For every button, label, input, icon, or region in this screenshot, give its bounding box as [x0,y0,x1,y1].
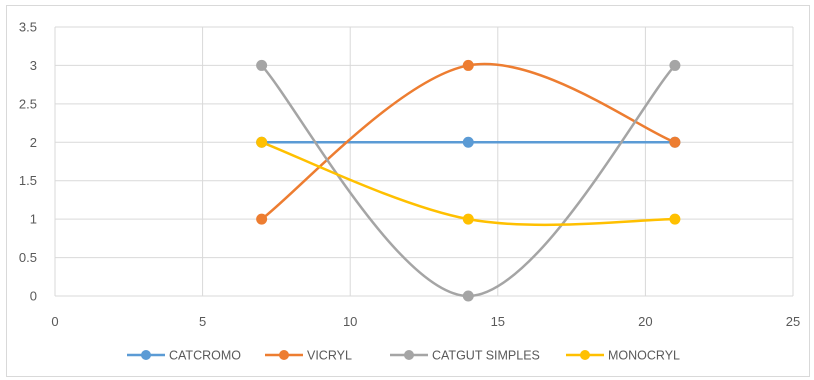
y-tick-label: 3 [30,58,37,73]
legend: CATCROMO VICRYL CATGUT SIMPLES MONOCRYL [127,349,680,363]
series-lines [260,62,677,298]
y-tick-label: 0.5 [19,250,37,265]
x-axis-ticks: 0 5 10 15 20 25 [51,314,800,329]
x-tick-label: 10 [343,314,357,329]
legend-marker-vicryl [279,350,289,360]
legend-marker-catcromo [141,350,151,360]
y-tick-label: 3.5 [19,20,37,35]
legend-marker-catgut-simples [404,350,414,360]
x-tick-label: 0 [51,314,58,329]
data-point-monocryl [669,213,681,225]
data-point-monocryl [462,213,474,225]
data-point-vicryl [669,136,681,148]
y-tick-label: 2.5 [19,96,37,111]
x-tick-label: 20 [638,314,652,329]
y-tick-label: 1 [30,212,37,227]
x-tick-label: 15 [491,314,505,329]
data-point-catgut-simples [256,59,268,71]
data-point-vicryl [256,213,268,225]
x-tick-label: 25 [786,314,800,329]
legend-label-catgut-simples: CATGUT SIMPLES [432,349,540,363]
data-point-catcromo [462,136,474,148]
y-axis-ticks: 0 0.5 1 1.5 2 2.5 3 3.5 [19,20,37,304]
legend-label-vicryl: VICRYL [307,349,352,363]
legend-label-monocryl: MONOCRYL [608,349,680,363]
data-point-vicryl [462,59,474,71]
y-tick-label: 0 [30,289,37,304]
data-point-catgut-simples [462,290,474,302]
gridlines [54,26,794,297]
y-tick-label: 1.5 [19,173,37,188]
data-point-monocryl [256,136,268,148]
series-markers [256,59,681,302]
data-point-catgut-simples [669,59,681,71]
legend-label-catcromo: CATCROMO [169,349,241,363]
legend-marker-monocryl [580,350,590,360]
y-tick-label: 2 [30,135,37,150]
x-tick-label: 5 [199,314,206,329]
